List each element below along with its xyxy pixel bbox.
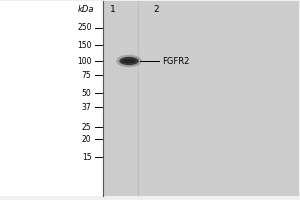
- Text: 25: 25: [82, 122, 92, 132]
- Text: 2: 2: [153, 4, 159, 14]
- Text: 75: 75: [82, 71, 92, 79]
- Text: 250: 250: [77, 23, 92, 32]
- Text: 20: 20: [82, 134, 92, 144]
- FancyBboxPatch shape: [0, 1, 103, 196]
- FancyBboxPatch shape: [103, 1, 298, 196]
- Text: 150: 150: [77, 40, 92, 49]
- Text: 37: 37: [82, 102, 92, 112]
- Text: 1: 1: [110, 4, 116, 14]
- Text: FGFR2: FGFR2: [162, 56, 189, 66]
- Text: 50: 50: [82, 88, 92, 98]
- Ellipse shape: [119, 57, 139, 65]
- Text: kDa: kDa: [77, 4, 94, 14]
- Text: 100: 100: [77, 56, 92, 66]
- Text: 15: 15: [82, 152, 92, 162]
- Ellipse shape: [122, 59, 136, 63]
- FancyBboxPatch shape: [138, 1, 298, 196]
- Ellipse shape: [116, 55, 142, 67]
